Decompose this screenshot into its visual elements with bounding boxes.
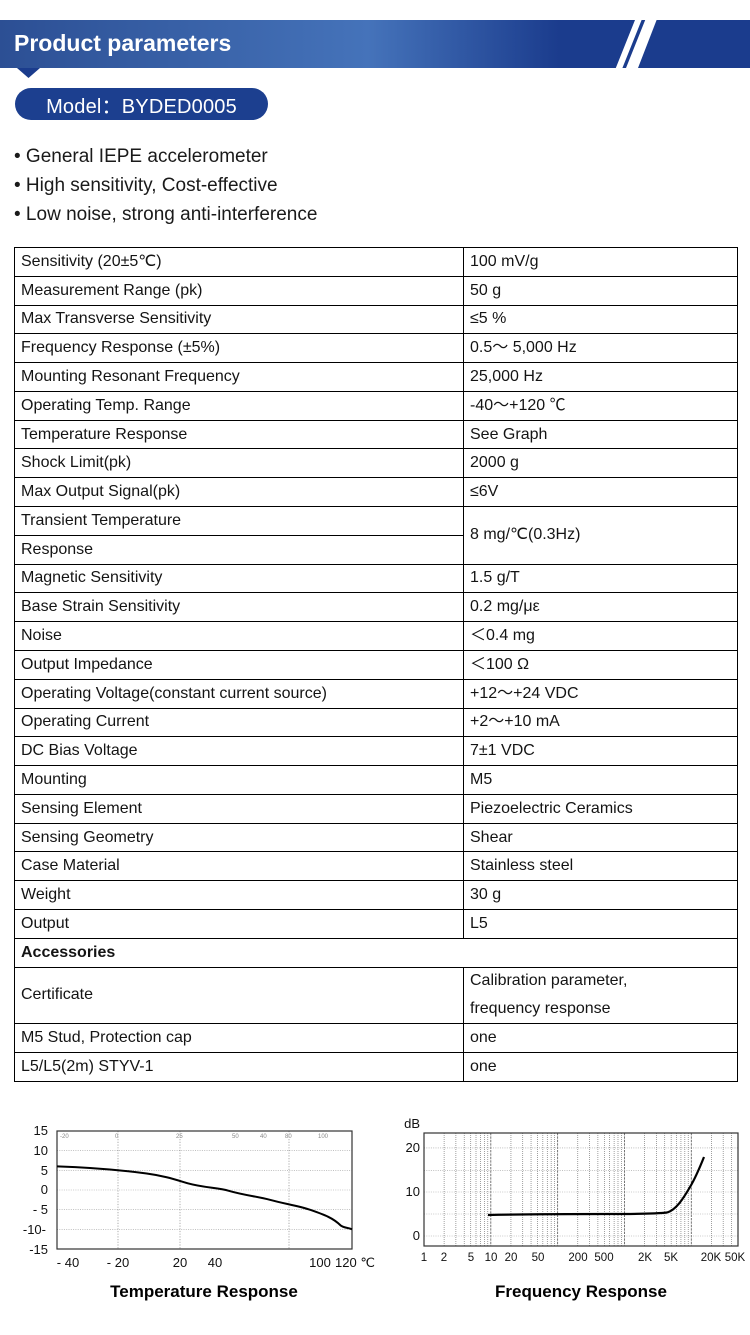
- svg-text:10: 10: [485, 1252, 498, 1264]
- svg-text:2K: 2K: [638, 1252, 652, 1264]
- svg-text:20: 20: [406, 1140, 420, 1155]
- svg-text:0: 0: [115, 1134, 119, 1140]
- svg-text:50: 50: [532, 1252, 545, 1264]
- svg-text:5K: 5K: [664, 1252, 678, 1264]
- svg-text:Temperature Response: Temperature Response: [110, 1282, 298, 1301]
- svg-text:- 20: - 20: [107, 1255, 129, 1270]
- svg-text:200: 200: [568, 1252, 587, 1264]
- svg-text:500: 500: [594, 1252, 613, 1264]
- svg-text:40: 40: [208, 1255, 222, 1270]
- svg-text:1: 1: [421, 1252, 427, 1264]
- svg-text:10: 10: [34, 1143, 48, 1158]
- svg-text:15: 15: [34, 1123, 48, 1138]
- svg-text:100: 100: [318, 1134, 329, 1140]
- svg-text:10: 10: [406, 1184, 420, 1199]
- svg-text:20K: 20K: [701, 1252, 722, 1264]
- svg-text:25: 25: [176, 1134, 183, 1140]
- svg-text:- 40: - 40: [57, 1255, 79, 1270]
- svg-text:100: 100: [309, 1255, 331, 1270]
- svg-text:2: 2: [441, 1252, 447, 1264]
- svg-text:20: 20: [505, 1252, 518, 1264]
- svg-text:-15: -15: [29, 1242, 48, 1257]
- svg-text:40: 40: [260, 1134, 267, 1140]
- svg-text:dB: dB: [404, 1116, 420, 1131]
- svg-text:0: 0: [41, 1182, 48, 1197]
- svg-text:20: 20: [173, 1255, 187, 1270]
- svg-text:0: 0: [413, 1228, 420, 1243]
- svg-text:50: 50: [232, 1134, 239, 1140]
- svg-text:-10-: -10-: [23, 1222, 46, 1237]
- svg-text:5: 5: [41, 1163, 48, 1178]
- svg-text:5: 5: [468, 1252, 474, 1264]
- svg-text:50K: 50K: [725, 1252, 746, 1264]
- svg-text:Frequency Response: Frequency Response: [495, 1282, 667, 1301]
- svg-text:-20: -20: [60, 1134, 69, 1140]
- svg-text:- 5: - 5: [33, 1202, 48, 1217]
- svg-text:80: 80: [285, 1134, 292, 1140]
- svg-text:120 ℃: 120 ℃: [335, 1255, 375, 1270]
